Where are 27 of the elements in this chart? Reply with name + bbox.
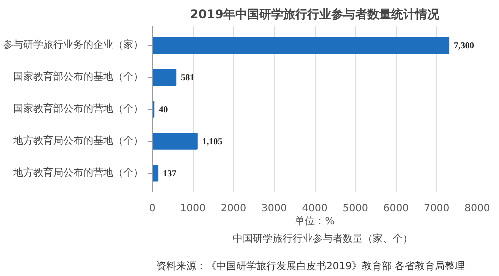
y-tick-label: 地方教育局公布的营地（个）: [12, 166, 144, 179]
x-tick-label: 5000: [342, 204, 368, 214]
x-tick-label: 2000: [221, 204, 246, 214]
x-tick-label: 8000: [464, 204, 490, 214]
y-tick-label: 国家教育部公布的基地（个）: [14, 71, 144, 84]
y-tick-label: 国家教育部公布的营地（个）: [14, 103, 144, 115]
data-label: 40: [159, 104, 169, 114]
bar: [152, 37, 450, 54]
x-tick-label: 0: [149, 204, 156, 214]
x-tick-label: 7000: [424, 204, 450, 214]
chart-title: 2019年中国研学旅行行业参与者数量统计情况: [190, 8, 441, 22]
data-label: 7,300: [454, 40, 475, 51]
data-label: 581: [181, 72, 196, 83]
x-tick-label: 4000: [302, 204, 328, 214]
text: 中国研学旅行行业参与者数量（家、个）: [233, 232, 413, 246]
data-label: 1,105: [202, 136, 224, 146]
x-tick-label: 6000: [384, 204, 409, 214]
x-axis-title: 单位：%: [295, 216, 335, 228]
x-tick-label: 3000: [262, 204, 288, 214]
y-tick-label: 地方教育局公布的基地（个）: [12, 134, 144, 147]
y-tick-label: 参与研学旅行业务的企业（家）: [4, 39, 144, 52]
data-label: 137: [163, 168, 178, 178]
bar: [152, 164, 159, 182]
text: 资料来源：《中国研学旅行发展白皮书2019》教育部 各省教育局整理: [156, 260, 466, 272]
x-tick-label: 1000: [180, 204, 206, 214]
bar: [152, 133, 198, 150]
bar: [152, 69, 177, 86]
